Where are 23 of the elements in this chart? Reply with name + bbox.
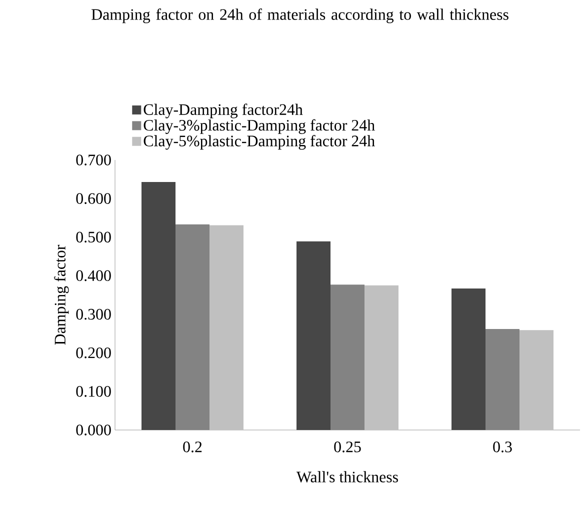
bar — [364, 285, 399, 430]
y-tick-label: 0.500 — [76, 232, 111, 243]
x-tick-label: 0.25 — [334, 442, 361, 452]
y-tick-label: 0.200 — [76, 347, 111, 358]
bar — [296, 241, 331, 430]
legend-label: Clay-Damping factor24h — [144, 104, 303, 118]
bar — [452, 288, 486, 430]
bar — [210, 225, 244, 430]
y-tick-label: 0.100 — [76, 386, 111, 397]
x-tick-label: 0.2 — [183, 442, 202, 452]
y-tick-label: 0.600 — [76, 193, 111, 204]
legend-label: Clay-5%plastic-Damping factor 24h — [144, 135, 375, 150]
bar — [142, 182, 176, 430]
x-axis-title: Wall's thickness — [296, 471, 398, 482]
y-tick-label: 0.300 — [76, 308, 111, 320]
y-tick-label: 0.000 — [76, 424, 111, 436]
y-tick-label: 0.700 — [76, 154, 111, 166]
chart-title: Damping factor on 24h of materials according to wall thickness — [92, 8, 508, 24]
y-tick-label: 0.400 — [76, 270, 111, 282]
x-tick-label: 0.3 — [493, 442, 512, 452]
legend-label: Clay-3%plastic-Damping factor 24h — [144, 119, 375, 134]
bar — [520, 330, 554, 430]
y-axis-title: Damping factor — [54, 244, 69, 345]
